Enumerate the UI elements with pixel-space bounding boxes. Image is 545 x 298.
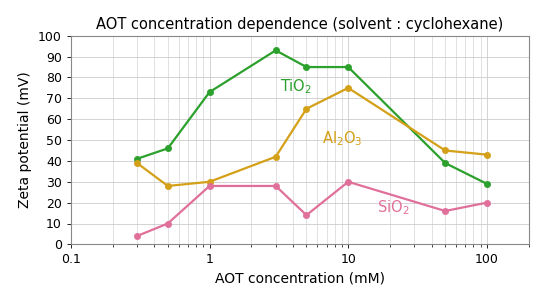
Text: SiO$_2$: SiO$_2$ [377,198,409,217]
X-axis label: AOT concentration (mM): AOT concentration (mM) [215,272,385,286]
Text: Al$_2$O$_3$: Al$_2$O$_3$ [322,130,363,148]
Title: AOT concentration dependence (solvent : cyclohexane): AOT concentration dependence (solvent : … [96,17,504,32]
Y-axis label: Zeta potential (mV): Zeta potential (mV) [19,72,32,208]
Text: TiO$_2$: TiO$_2$ [280,77,312,96]
